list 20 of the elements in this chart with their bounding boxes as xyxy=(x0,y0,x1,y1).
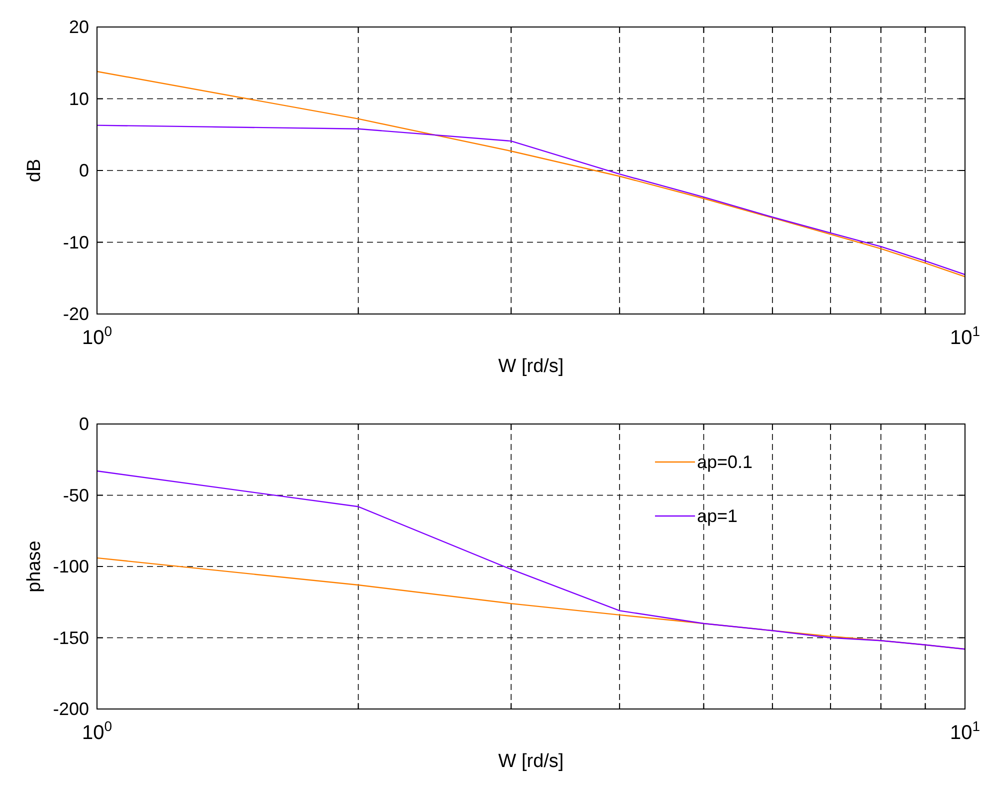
y-tick-label: 0 xyxy=(78,160,89,180)
x-tick-label: 10$^{0}$ xyxy=(82,718,112,744)
legend-label: ap=1 xyxy=(697,506,738,526)
y-tick-label: -20 xyxy=(62,304,89,324)
y-tick-label: -100 xyxy=(52,556,89,576)
x-axis-title: W [rd/s] xyxy=(498,751,564,772)
y-tick-label: -200 xyxy=(52,699,89,719)
legend-label: ap=0.1 xyxy=(697,452,753,472)
x-tick-label: 10$^{1}$ xyxy=(950,323,980,349)
x-axis-title: W [rd/s] xyxy=(498,356,564,377)
y-axis-title: dB xyxy=(24,158,45,182)
y-axis-title: phase xyxy=(24,540,45,592)
x-tick-label: 10$^{0}$ xyxy=(82,323,112,349)
y-tick-label: 10 xyxy=(68,88,89,109)
x-tick-label: 10$^{1}$ xyxy=(950,718,980,744)
y-tick-label: -10 xyxy=(62,232,89,252)
y-tick-label: 0 xyxy=(78,414,89,434)
y-tick-label: -50 xyxy=(62,485,89,506)
y-tick-label: -150 xyxy=(52,628,89,648)
y-tick-label: 20 xyxy=(68,17,89,37)
